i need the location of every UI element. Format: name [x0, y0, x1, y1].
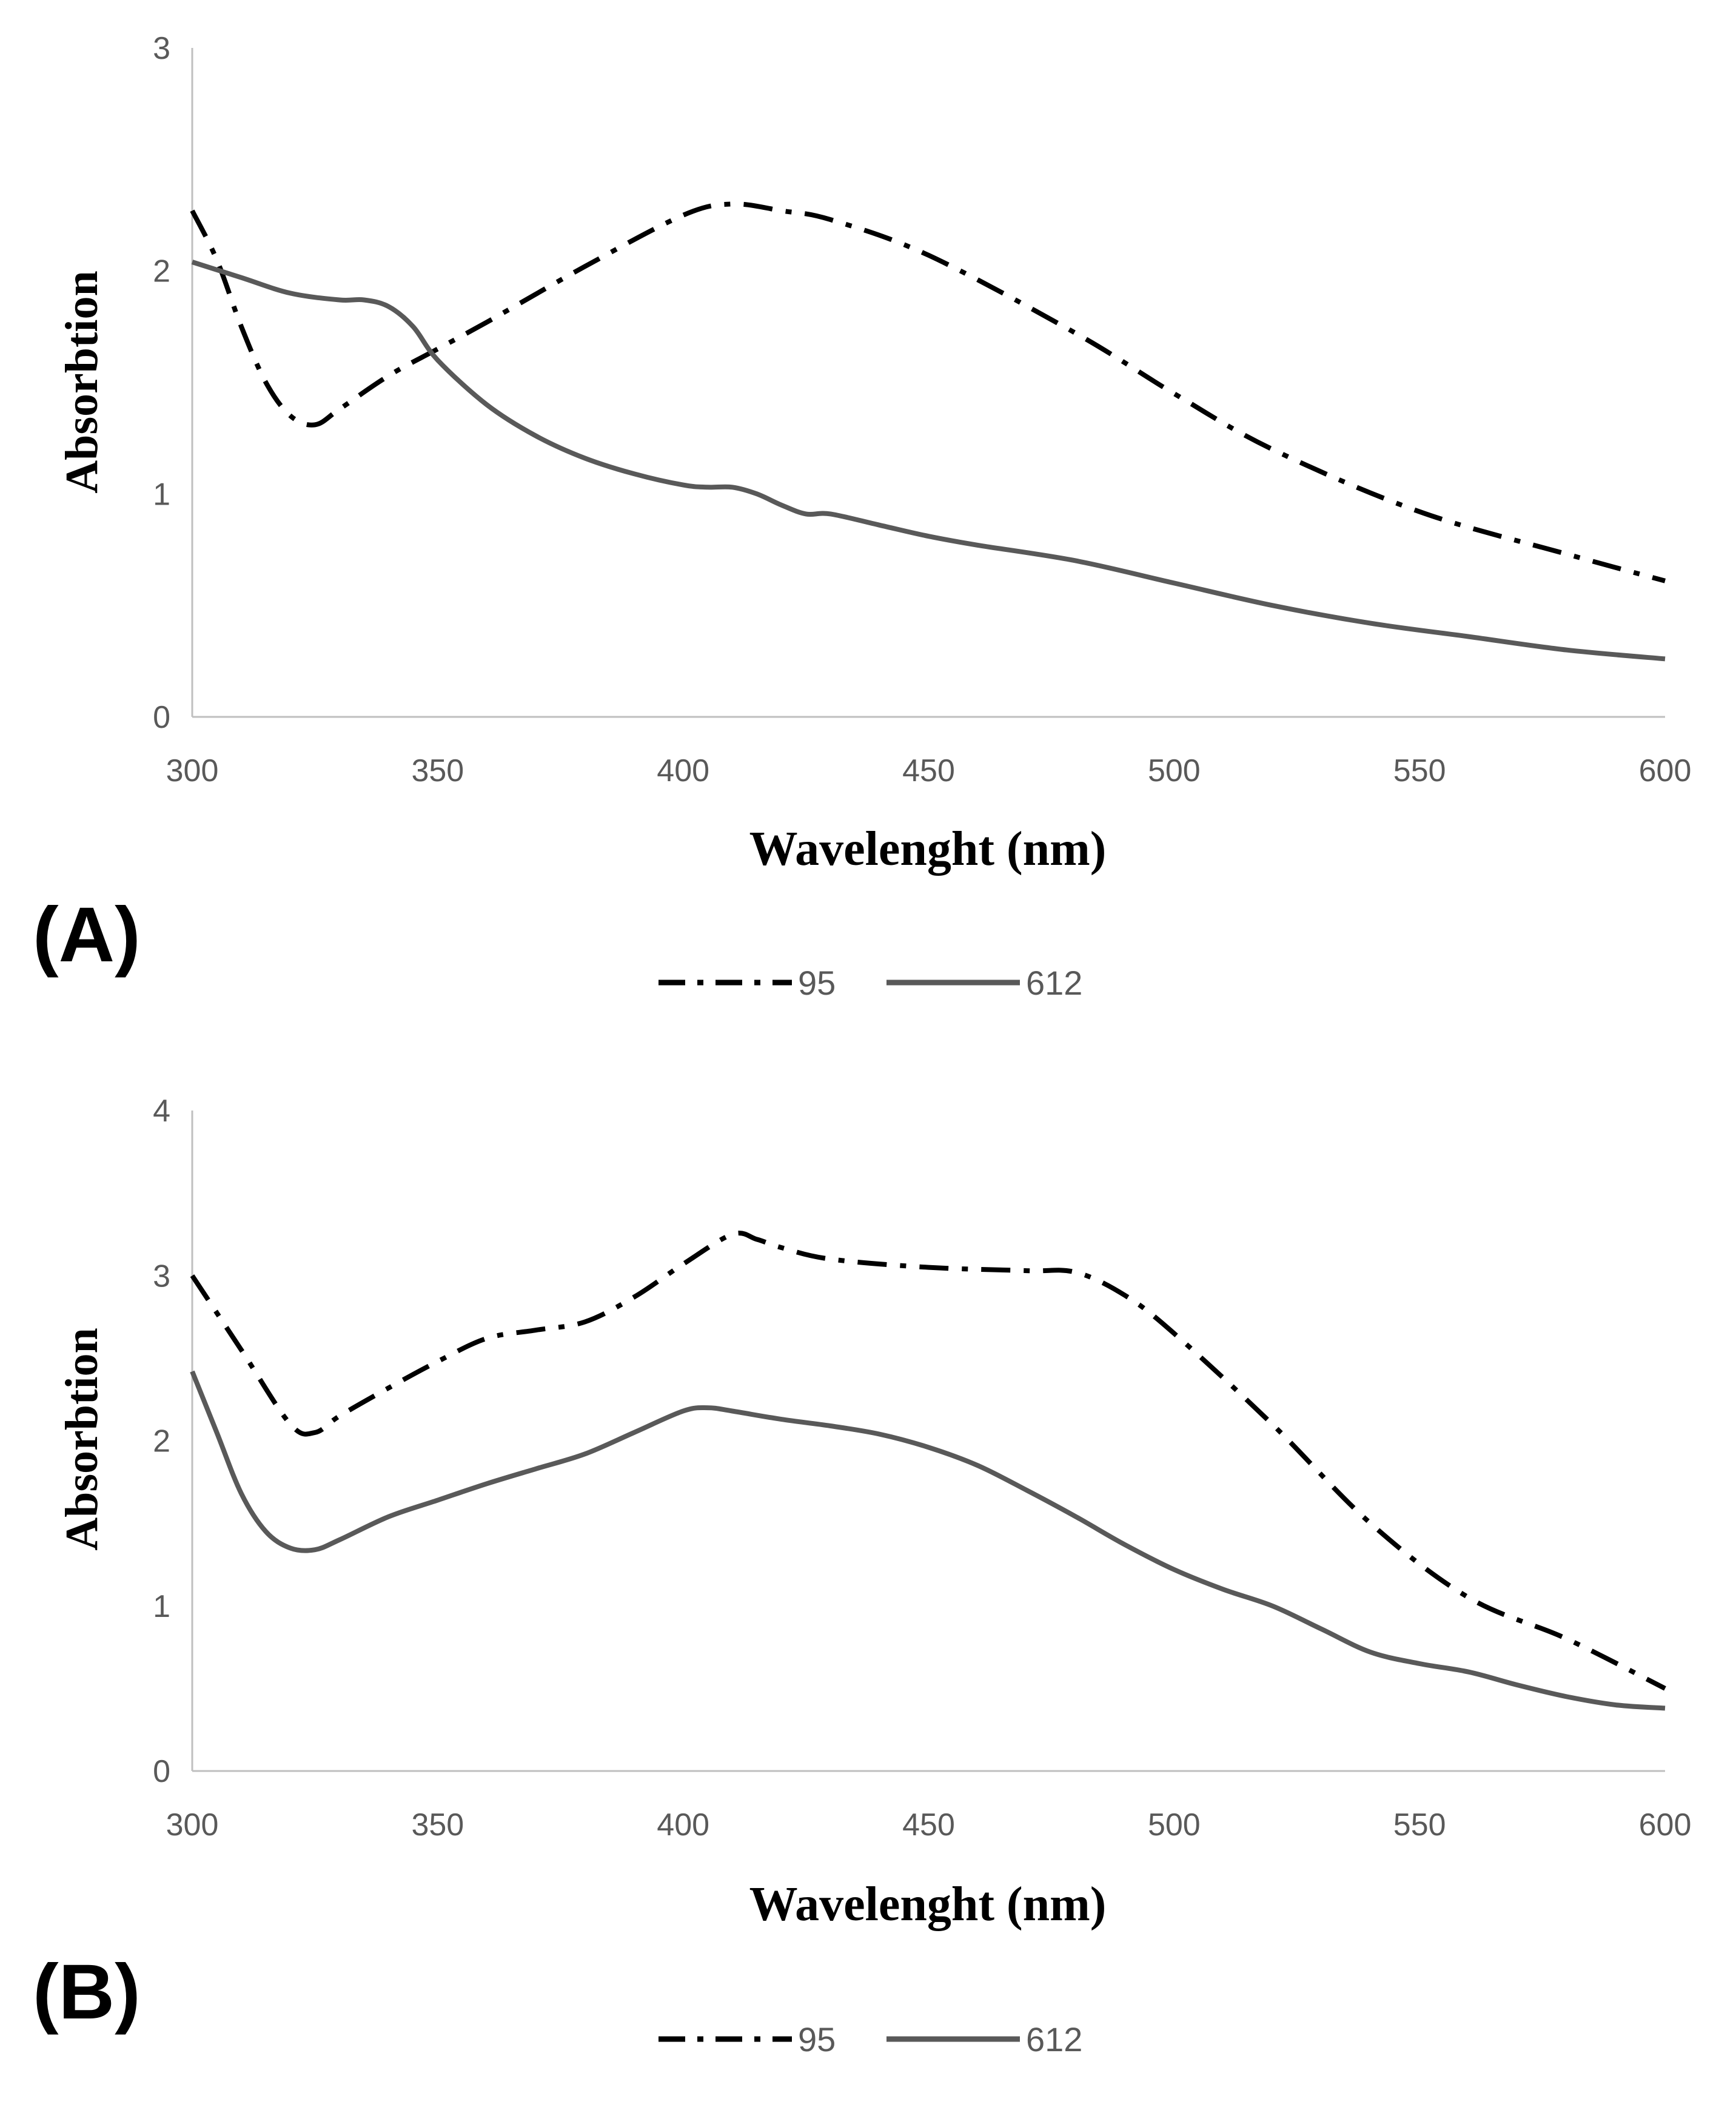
series-line-95	[190, 201, 1666, 583]
legend-label-95: 95	[798, 2020, 836, 2058]
x-tick-label: 500	[1148, 1807, 1201, 1843]
x-tick-label: 550	[1393, 753, 1446, 788]
x-tick-label: 300	[166, 753, 219, 788]
legend: 95 612	[659, 964, 1082, 1002]
y-tick-label: 4	[153, 1094, 170, 1129]
x-tick-label: 500	[1148, 753, 1201, 788]
y-tick-label: 3	[153, 31, 170, 66]
y-tick-label: 3	[153, 1258, 170, 1294]
chart-panel-a: 0 1 2 3 300 350 400 450 500 550 600 Absorbtion Wa…	[33, 31, 1691, 1002]
x-tick-label: 400	[657, 1807, 709, 1843]
x-tick-label: 350	[411, 753, 464, 788]
series-layer	[190, 201, 1666, 662]
legend-label-612: 612	[1026, 2020, 1082, 2058]
x-tick-label: 600	[1639, 753, 1692, 788]
legend: 95 612	[659, 2020, 1082, 2058]
y-tick-label: 1	[153, 1589, 170, 1624]
series-line-95	[190, 1231, 1666, 1691]
x-axis-title: Wavelenght (nm)	[749, 822, 1107, 876]
y-tick-label: 2	[153, 254, 170, 289]
legend-label-612: 612	[1026, 964, 1082, 1002]
y-tick-label: 0	[153, 700, 170, 735]
panel-label-a: (A)	[33, 892, 141, 978]
panel-label-b: (B)	[33, 1949, 141, 2035]
x-tick-labels: 300 350 400 450 500 550 600	[166, 753, 1692, 788]
chart-panel-b: 0 1 2 3 4 300 350 400 450 500 550 600 Absorbtion W…	[33, 1094, 1691, 2058]
x-axis-title: Wavelenght (nm)	[749, 1878, 1107, 1931]
y-tick-label: 1	[153, 477, 170, 512]
x-tick-label: 550	[1393, 1807, 1446, 1843]
series-line-612	[191, 260, 1666, 662]
y-tick-label: 0	[153, 1754, 170, 1789]
x-tick-label: 300	[166, 1807, 219, 1843]
series-layer	[190, 1231, 1666, 1711]
y-tick-labels: 0 1 2 3	[153, 31, 170, 735]
y-axis-title: Absorbtion	[56, 1328, 107, 1550]
x-tick-label: 600	[1639, 1807, 1692, 1843]
x-tick-labels: 300 350 400 450 500 550 600	[166, 1807, 1692, 1843]
y-tick-labels: 0 1 2 3 4	[153, 1094, 170, 1789]
x-tick-label: 450	[902, 753, 955, 788]
legend-label-95: 95	[798, 964, 836, 1002]
x-tick-label: 450	[902, 1807, 955, 1843]
series-line-612	[190, 1370, 1666, 1711]
x-tick-label: 400	[657, 753, 709, 788]
x-tick-label: 350	[411, 1807, 464, 1843]
y-tick-label: 2	[153, 1424, 170, 1459]
y-axis-title: Absorbtion	[56, 271, 107, 493]
